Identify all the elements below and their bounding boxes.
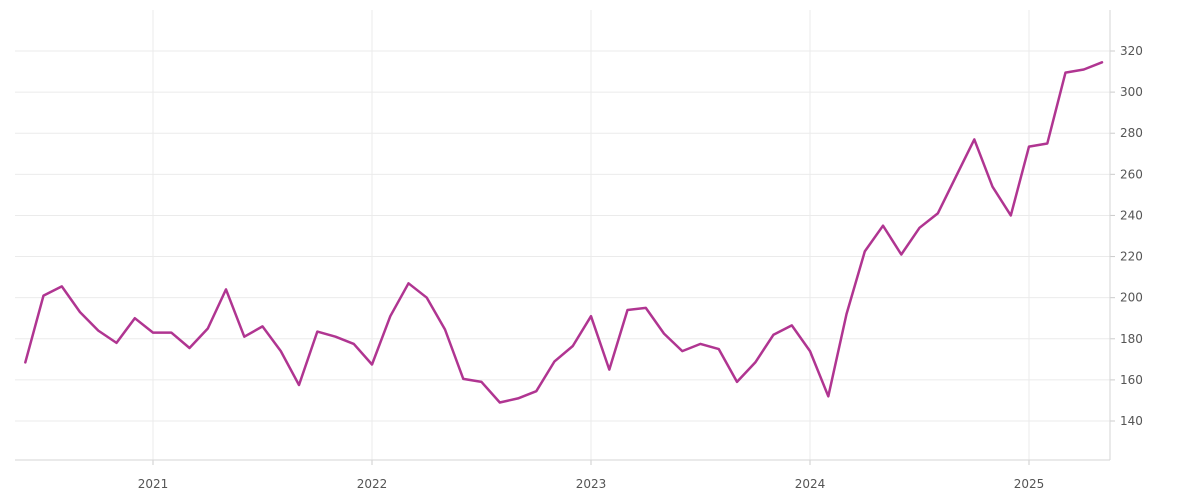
y-tick-label: 220 bbox=[1120, 250, 1143, 264]
x-tick-label: 2021 bbox=[138, 477, 169, 491]
y-tick-label: 160 bbox=[1120, 373, 1143, 387]
vertical-gridlines bbox=[152, 10, 1030, 460]
x-axis-tick-labels: 2021 2022 2023 2024 2025 bbox=[138, 477, 1045, 491]
x-tick-label: 2023 bbox=[576, 477, 607, 491]
y-tick-label: 320 bbox=[1120, 44, 1143, 58]
y-tick-label: 260 bbox=[1120, 167, 1143, 181]
y-tick-label: 240 bbox=[1120, 208, 1143, 222]
x-tick-label: 2024 bbox=[795, 477, 826, 491]
y-tick-label: 280 bbox=[1120, 126, 1143, 140]
y-tick-label: 180 bbox=[1120, 332, 1143, 346]
axes bbox=[15, 10, 1115, 465]
series bbox=[24, 61, 1104, 404]
y-tick-label: 300 bbox=[1120, 85, 1143, 99]
y-axis-tick-labels: 140 160 180 200 220 240 260 280 300 320 bbox=[1120, 44, 1143, 428]
x-tick-label: 2025 bbox=[1014, 477, 1045, 491]
series-line bbox=[24, 61, 1104, 404]
y-tick-label: 200 bbox=[1120, 291, 1143, 305]
horizontal-gridlines bbox=[15, 50, 1110, 422]
y-tick-label: 140 bbox=[1120, 414, 1143, 428]
x-tick-label: 2022 bbox=[357, 477, 388, 491]
